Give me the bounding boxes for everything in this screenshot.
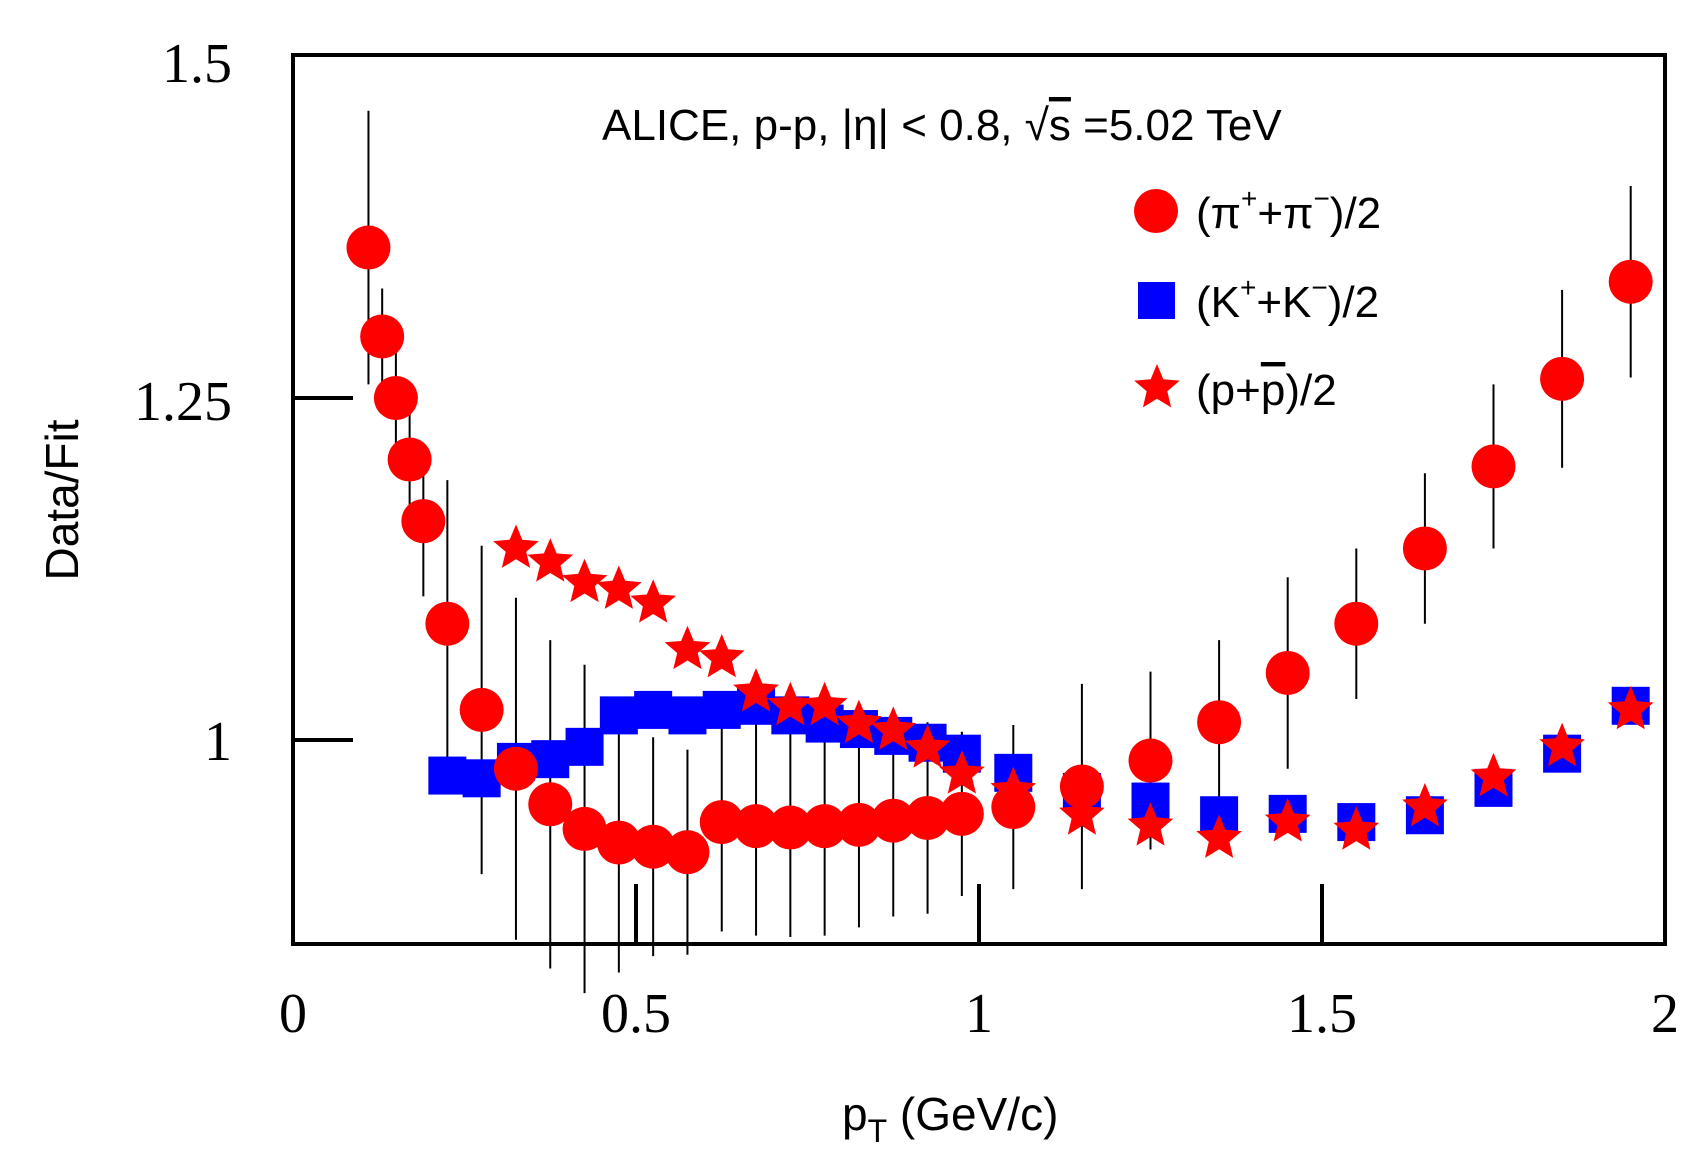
pion-point [528, 782, 573, 827]
proton-point [664, 625, 711, 670]
proton-point [1127, 802, 1174, 846]
x-axis-title: pT (GeV/c) [842, 1088, 1058, 1149]
proton-point [939, 750, 985, 794]
kaon-point [565, 727, 604, 766]
pion-point [1402, 526, 1447, 571]
pion-point [631, 824, 676, 869]
pion-point [768, 805, 813, 850]
x-tick-label: 0.5 [601, 983, 671, 1045]
y-tick-label: 1.25 [134, 371, 232, 433]
legend-label-kaon: (K++K−)/2 [1196, 272, 1379, 327]
proton-point [1539, 722, 1585, 767]
proton-point [836, 699, 882, 743]
pion-point [1471, 444, 1516, 489]
legend-label-proton: (p+p)/2 [1196, 366, 1337, 415]
pion-point [905, 795, 950, 840]
y-tick-label: 1.5 [162, 33, 232, 95]
pion-point [802, 804, 847, 849]
pion-point [596, 820, 641, 865]
pion-point [1128, 738, 1173, 783]
x-tick-label: 2 [1651, 983, 1679, 1045]
pion-point [425, 601, 470, 646]
kaon-point [428, 756, 467, 795]
pion-point [991, 785, 1036, 830]
pion-point [939, 791, 984, 836]
proton-point [904, 724, 951, 768]
y-tick-label: 1 [204, 711, 232, 773]
legend-marker-kaon [1138, 282, 1175, 319]
legend: (π++π−)/2 (K++K−)/2 (p+p)/2 [1134, 183, 1381, 415]
pion-point [1540, 356, 1585, 401]
proton-point [1264, 798, 1311, 842]
proton-point [1607, 685, 1654, 730]
pion-point [665, 830, 710, 875]
pion-point [1265, 650, 1310, 695]
legend-label-pion: (π++π−)/2 [1196, 183, 1381, 238]
pion-point [401, 499, 446, 544]
pion-point [734, 804, 779, 849]
kaon-point [702, 690, 741, 729]
proton-point [767, 681, 814, 726]
proton-point [801, 681, 848, 726]
proton-point [1470, 752, 1517, 797]
pion-point [836, 802, 881, 847]
pion-point [871, 798, 916, 843]
x-tick-label: 1.5 [1287, 983, 1357, 1045]
markers [346, 225, 1654, 875]
proton-point [1196, 814, 1242, 858]
kaon-point [668, 696, 707, 735]
legend-marker-pion [1134, 189, 1178, 233]
y-axis-title: Data/Fit [36, 419, 88, 580]
proton-point [630, 579, 676, 623]
x-tick-label: 0 [279, 983, 307, 1045]
pion-point [1197, 700, 1242, 745]
proton-point [1333, 806, 1380, 850]
pion-point [1334, 601, 1379, 646]
pion-point [373, 376, 418, 420]
pion-point [562, 806, 607, 851]
pion-point [387, 437, 432, 482]
proton-point [1402, 783, 1448, 827]
proton-point [493, 524, 539, 568]
experiment-annotation: ALICE, p-p, |η| < 0.8, √s =5.02 TeV [602, 101, 1282, 150]
pion-point [493, 746, 538, 791]
pion-point [1608, 259, 1653, 304]
proton-point [561, 558, 608, 603]
proton-point [870, 706, 917, 750]
axis-ticks [293, 396, 1324, 944]
proton-point [596, 565, 642, 609]
pion-point [346, 225, 391, 270]
kaon-point [634, 690, 673, 729]
pion-point [699, 800, 744, 845]
legend-marker-proton [1134, 364, 1180, 408]
pion-point [459, 687, 504, 732]
kaon-point [599, 696, 638, 735]
proton-point [1059, 791, 1105, 835]
proton-point [733, 668, 779, 712]
pion-point [1059, 764, 1104, 809]
x-tick-label: 1 [965, 983, 993, 1045]
proton-point [527, 538, 574, 582]
proton-point [698, 633, 745, 678]
proton-point [990, 766, 1037, 810]
pion-point [360, 314, 405, 359]
